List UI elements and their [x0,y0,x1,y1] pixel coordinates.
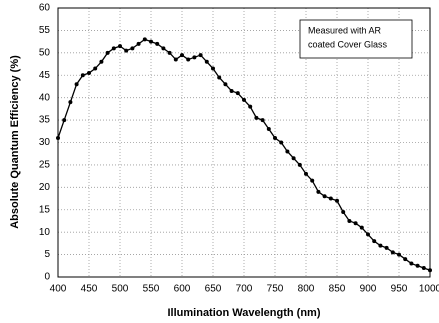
data-point [124,48,129,53]
data-point [353,221,358,226]
x-tick-label: 700 [236,284,253,295]
x-tick-label: 900 [360,284,377,295]
data-point [409,261,414,266]
data-point [421,266,426,271]
data-point [248,104,253,109]
data-point [118,44,122,49]
y-tick-label: 15 [39,204,51,215]
data-point [341,209,346,214]
x-tick-label: 950 [391,284,408,295]
data-point [347,218,352,223]
data-point [186,57,191,62]
data-point [74,82,79,87]
data-point [384,245,389,250]
data-point [322,194,327,199]
x-tick-label: 400 [50,284,67,295]
data-point [149,39,153,44]
x-tick-label: 750 [267,284,284,295]
data-point [62,118,67,123]
data-point [266,127,271,132]
y-tick-label: 35 [39,115,51,126]
data-point [273,136,277,141]
data-point [428,268,432,273]
data-point [285,149,290,154]
data-point [111,46,116,51]
x-axis-label: Illumination Wavelength (nm) [168,307,321,319]
data-point [87,71,91,76]
data-point [260,118,265,123]
x-tick-label: 550 [143,284,160,295]
data-point [366,232,370,237]
annotation-box [299,19,413,59]
y-tick-label: 40 [39,92,51,103]
data-point [198,53,203,58]
data-point [68,100,73,105]
data-point [80,73,85,78]
x-tick-label: 800 [298,284,315,295]
data-point [105,50,110,55]
data-point [56,136,60,141]
data-point [167,50,172,55]
data-point [204,59,209,64]
data-point [242,97,246,102]
data-point [390,250,395,255]
data-point [180,53,184,58]
x-tick-label: 650 [205,284,222,295]
y-tick-label: 25 [39,160,51,171]
data-point [211,66,215,71]
data-point [223,82,228,87]
annotation: Measured with AR [308,25,382,35]
data-point [173,57,178,62]
y-axis-label: Absolute Quantum Efficiency (%) [9,55,21,229]
data-point [372,239,377,244]
plot-frame [57,7,431,278]
data-point [192,55,197,60]
y-tick-label: 10 [39,227,51,238]
data-point [397,252,401,257]
data-point [297,162,302,167]
y-tick-label: 0 [44,272,50,283]
data-point [403,257,408,262]
y-tick-label: 5 [44,249,50,260]
data-point [229,88,234,93]
data-point [291,156,296,161]
x-tick-label: 1000 [419,284,439,295]
y-tick-label: 60 [39,3,51,14]
data-point [93,66,98,71]
data-point [161,46,166,51]
x-tick-label: 500 [112,284,129,295]
y-tick-label: 45 [39,70,51,81]
y-tick-label: 55 [39,25,51,36]
data-point [310,178,315,183]
y-tick-label: 30 [39,137,51,148]
data-point [328,196,333,201]
data-point [235,91,240,96]
annotation: coated Cover Glass [308,39,388,49]
data-point [130,46,135,51]
y-tick-label: 20 [39,182,51,193]
data-point [155,41,160,46]
data-point [142,37,147,42]
data-point [279,140,284,145]
x-tick-label: 450 [81,284,98,295]
data-point [217,75,222,80]
x-tick-label: 600 [174,284,191,295]
data-point [335,198,339,203]
data-point [359,225,364,230]
data-point [316,189,321,194]
y-tick-label: 50 [39,47,51,58]
x-tick-label: 850 [329,284,346,295]
data-point [99,59,104,64]
data-point [378,243,383,248]
data-point [136,41,141,46]
data-point [254,115,259,120]
data-point [304,171,308,176]
data-point [415,263,420,268]
